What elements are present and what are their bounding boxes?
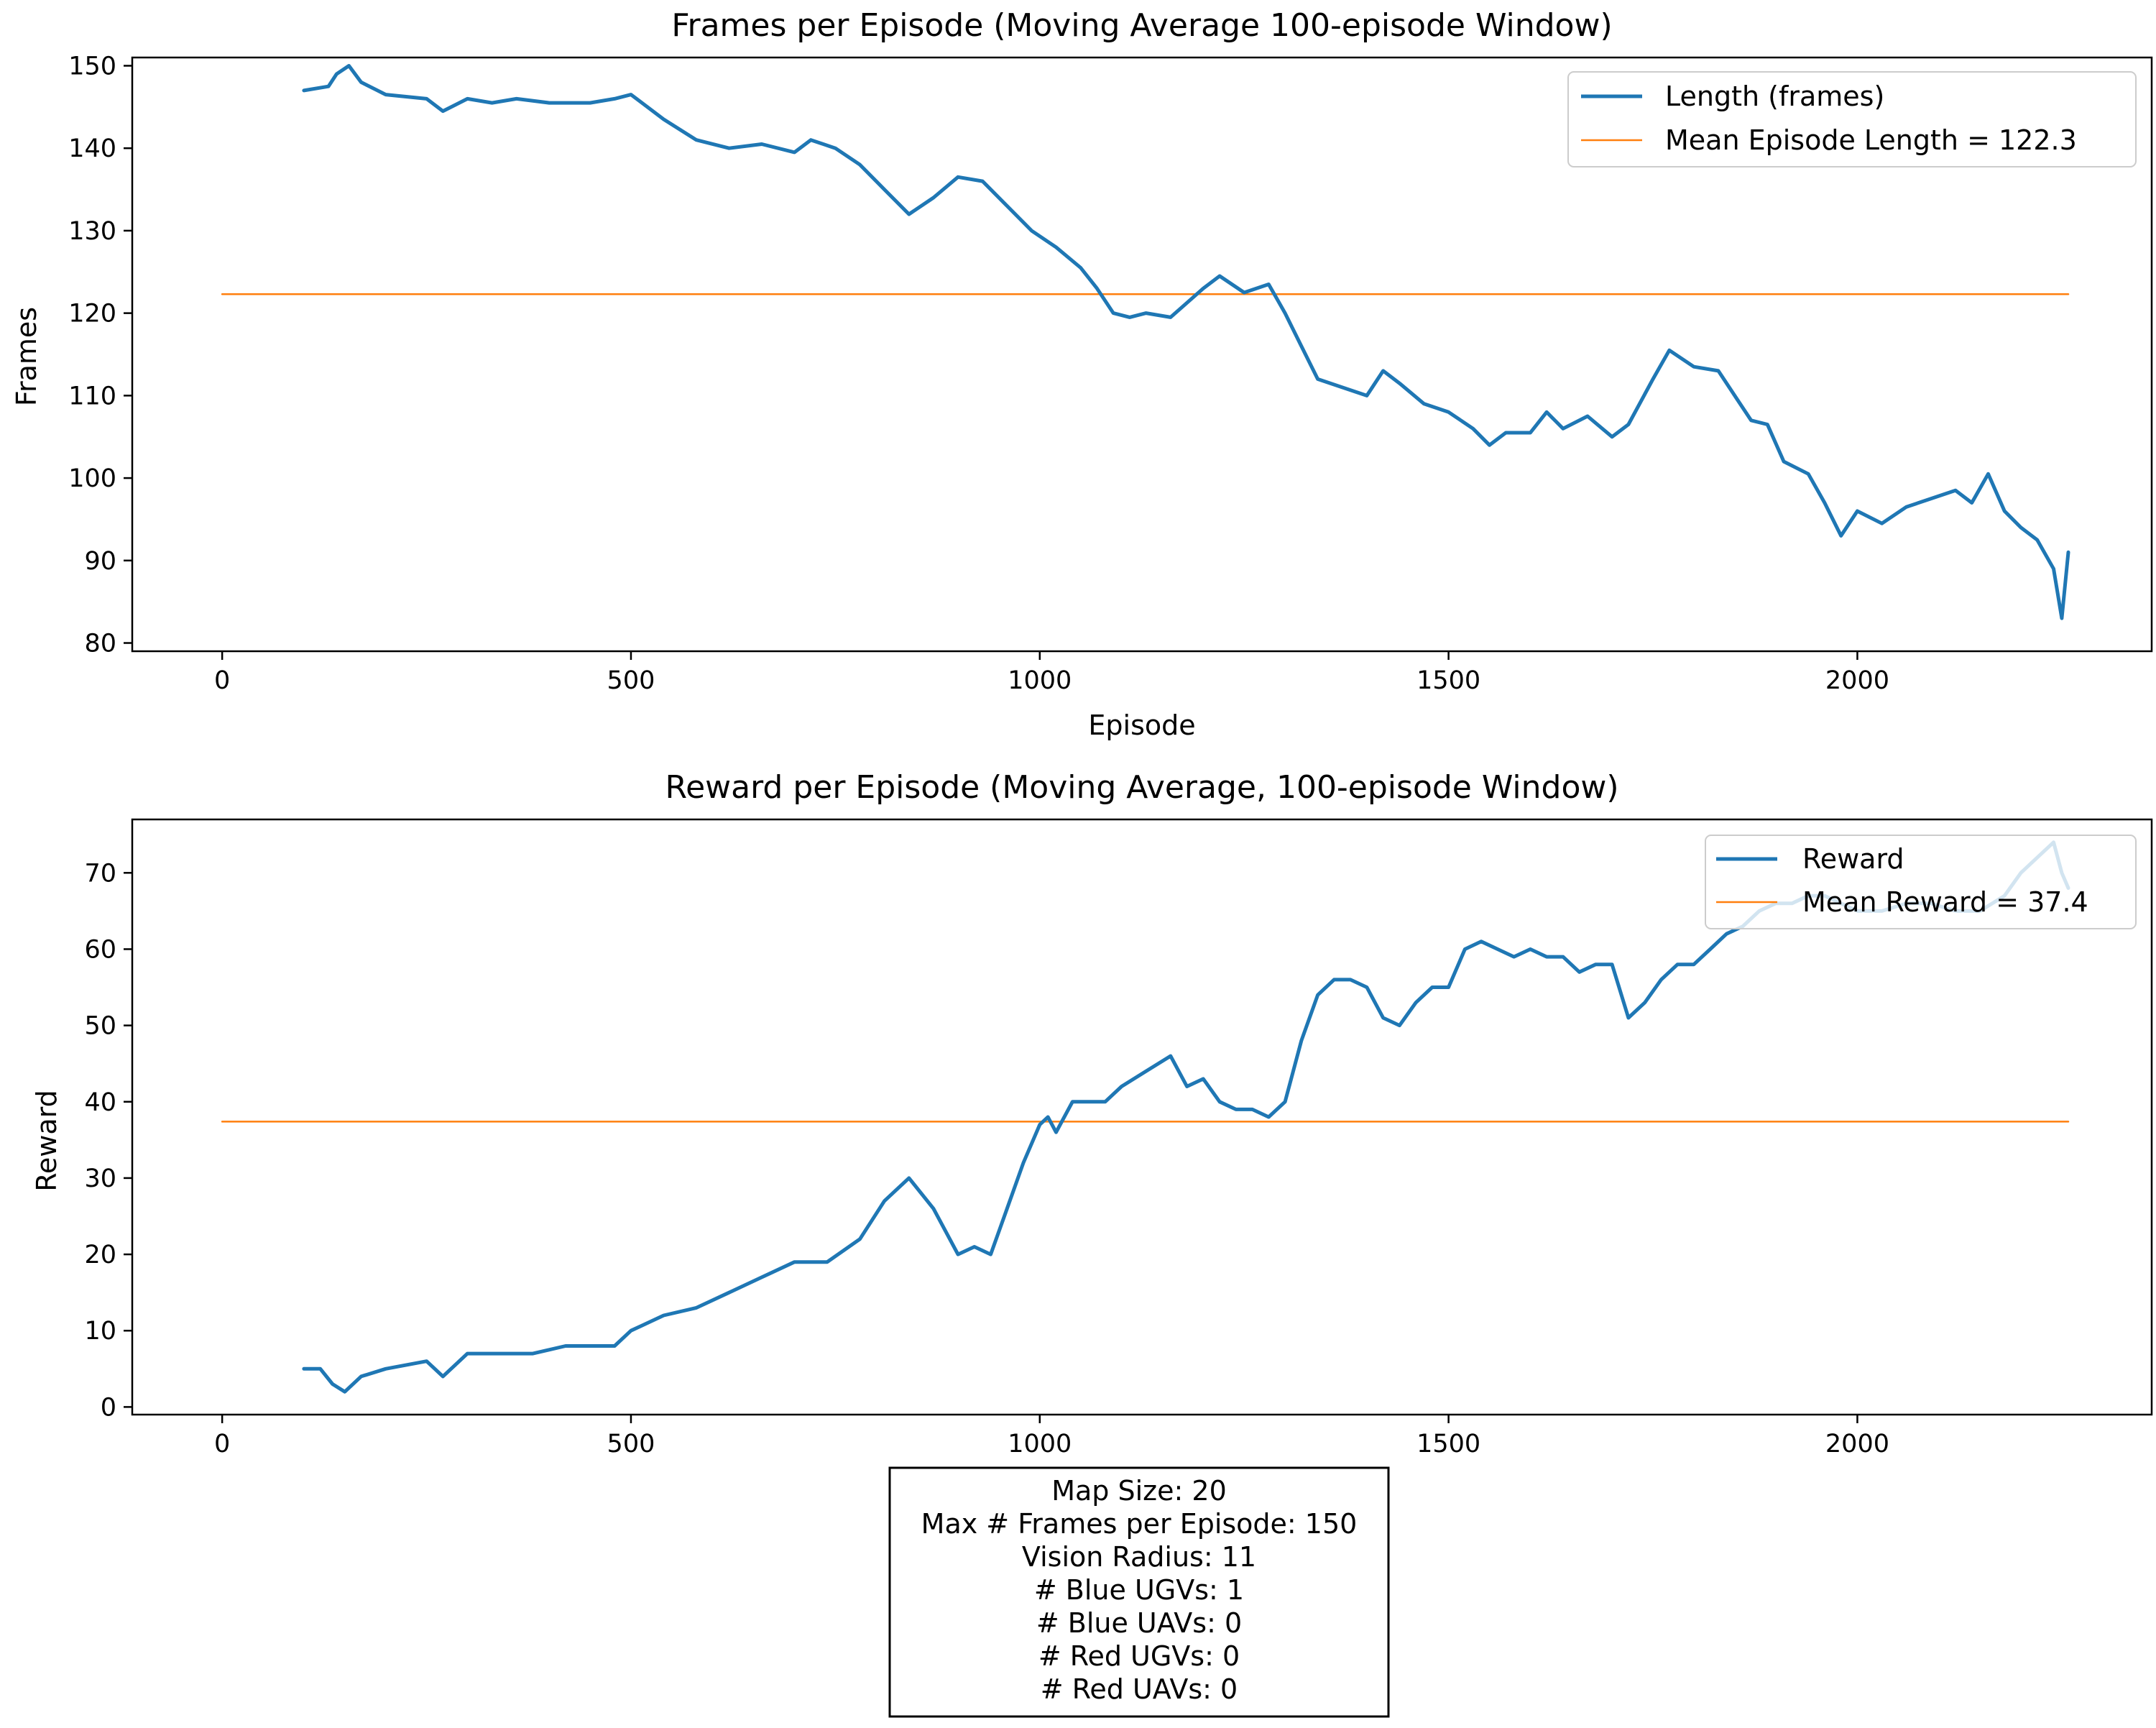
reward-chart-x-axis: 0 500 1000 1500 2000 (214, 1415, 1889, 1458)
info-vision-radius: Vision Radius: 11 (1022, 1541, 1256, 1573)
reward-ytick-label: 20 (84, 1241, 116, 1269)
reward-ytick-label: 70 (84, 859, 116, 888)
reward-chart-legend: Reward Mean Reward = 37.4 (1705, 835, 2137, 929)
info-red-ugvs: # Red UGVs: 0 (1038, 1640, 1240, 1672)
frames-xtick-label: 500 (607, 666, 655, 695)
reward-chart-title: Reward per Episode (Moving Average, 100-… (665, 769, 1618, 806)
frames-xtick-label: 1500 (1416, 666, 1480, 695)
reward-chart: Reward per Episode (Moving Average, 100-… (31, 769, 2153, 1458)
frames-ytick-label: 140 (68, 134, 116, 163)
frames-ytick-label: 90 (84, 547, 116, 576)
frames-chart-axes-frame (131, 56, 2153, 653)
reward-ytick-label: 30 (84, 1164, 116, 1193)
frames-chart-plot-area (221, 64, 2070, 620)
frames-xtick-label: 0 (214, 666, 230, 695)
info-blue-ugvs: # Blue UGVs: 1 (1034, 1574, 1244, 1606)
reward-legend-reward-label: Reward (1802, 843, 1904, 875)
frames-ytick-label: 110 (68, 382, 116, 410)
frames-legend-mean-label: Mean Episode Length = 122.3 (1665, 124, 2077, 156)
info-map-size: Map Size: 20 (1051, 1475, 1227, 1507)
frames-xtick-label: 2000 (1825, 666, 1889, 695)
frames-legend-box (1567, 71, 2137, 167)
frames-ytick-label: 130 (68, 217, 116, 246)
reward-xtick-label: 2000 (1825, 1430, 1889, 1458)
info-red-uavs: # Red UAVs: 0 (1041, 1673, 1238, 1705)
reward-xtick-label: 0 (214, 1430, 230, 1458)
frames-chart-ylabel: Frames (11, 307, 42, 406)
reward-ytick-label: 60 (84, 935, 116, 964)
reward-xtick-label: 500 (607, 1430, 655, 1458)
reward-xtick-label: 1000 (1008, 1430, 1072, 1458)
reward-xtick-label: 1500 (1416, 1430, 1480, 1458)
frames-chart-xlabel: Episode (1088, 709, 1195, 741)
frames-legend-length-label: Length (frames) (1665, 81, 1884, 112)
info-box: Map Size: 20 Max # Frames per Episode: 1… (888, 1466, 1390, 1718)
frames-series-line (302, 64, 2070, 620)
frames-xtick-label: 1000 (1008, 666, 1072, 695)
frames-chart-title: Frames per Episode (Moving Average 100-e… (671, 7, 1612, 44)
frames-ytick-label: 150 (68, 52, 116, 81)
frames-chart-x-axis: 0 500 1000 1500 2000 (214, 651, 1889, 695)
frames-chart: Frames per Episode (Moving Average 100-e… (11, 7, 2153, 741)
frames-ytick-label: 120 (68, 300, 116, 328)
frames-ytick-label: 80 (84, 630, 116, 658)
reward-chart-y-axis: 0 10 20 30 40 50 60 70 (84, 859, 132, 1422)
frames-chart-legend: Length (frames) Mean Episode Length = 12… (1567, 71, 2137, 167)
frames-chart-y-axis: 80 90 100 110 120 130 140 150 (68, 52, 132, 658)
reward-ytick-label: 40 (84, 1088, 116, 1117)
reward-ytick-label: 10 (84, 1317, 116, 1346)
reward-legend-mean-label: Mean Reward = 37.4 (1802, 886, 2088, 918)
frames-ytick-label: 100 (68, 464, 116, 493)
info-max-frames: Max # Frames per Episode: 150 (921, 1508, 1358, 1540)
info-blue-uavs: # Blue UAVs: 0 (1036, 1607, 1242, 1639)
info-box-border (888, 1466, 1390, 1718)
reward-chart-ylabel: Reward (31, 1090, 63, 1192)
reward-ytick-label: 0 (101, 1393, 116, 1422)
reward-ytick-label: 50 (84, 1012, 116, 1041)
reward-legend-box (1705, 835, 2137, 929)
reward-chart-axes-frame (131, 818, 2153, 1416)
